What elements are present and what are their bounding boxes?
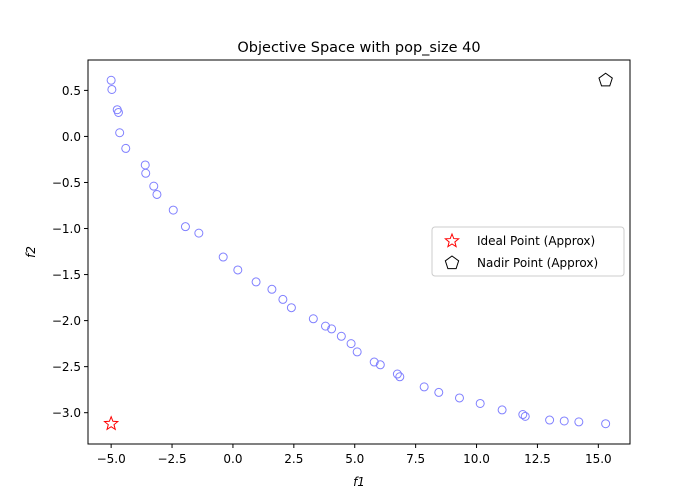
population-point bbox=[336, 331, 346, 341]
population-point bbox=[574, 417, 584, 427]
x-tick-label: 15.0 bbox=[585, 452, 612, 466]
population-point bbox=[419, 382, 429, 392]
population-point bbox=[346, 339, 356, 349]
population-point bbox=[497, 405, 507, 415]
y-tick-label: −1.0 bbox=[52, 222, 81, 236]
x-tick-label: 10.0 bbox=[463, 452, 490, 466]
population-point bbox=[518, 410, 528, 420]
legend-ideal-label: Ideal Point (Approx) bbox=[477, 234, 595, 248]
population-point bbox=[321, 321, 331, 331]
population-point bbox=[168, 205, 178, 215]
legend-ideal-star-shape bbox=[444, 232, 460, 248]
population-point bbox=[152, 189, 162, 199]
legend-box bbox=[431, 226, 625, 277]
legend: Ideal Point (Approx) Nadir Point (Approx… bbox=[431, 226, 625, 277]
y-tick-label: −1.5 bbox=[52, 268, 81, 282]
population-point bbox=[545, 415, 555, 425]
plot-area-frame bbox=[87, 59, 631, 445]
legend-nadir-pentagon-icon bbox=[444, 255, 460, 270]
plot-marks bbox=[103, 72, 613, 431]
nadir-point-marker bbox=[598, 72, 613, 87]
population-point bbox=[149, 181, 159, 191]
x-tick-label: −2.5 bbox=[157, 452, 186, 466]
y-tick-label: −2.0 bbox=[52, 314, 81, 328]
population-point bbox=[106, 75, 116, 85]
y-tick-label: −3.0 bbox=[52, 406, 81, 420]
population-point bbox=[454, 393, 464, 403]
y-tick-label: 0.0 bbox=[62, 130, 81, 144]
population-point bbox=[327, 324, 337, 334]
population-point bbox=[115, 128, 125, 138]
population-point bbox=[218, 252, 228, 262]
population-point bbox=[601, 419, 611, 429]
chart-title: Objective Space with pop_size 40 bbox=[237, 40, 480, 56]
population-point bbox=[559, 416, 569, 426]
legend-ideal-star-icon bbox=[444, 232, 460, 248]
x-tick-label: 0.0 bbox=[223, 452, 242, 466]
population-point bbox=[107, 84, 117, 94]
population-point bbox=[233, 265, 243, 275]
legend-nadir-pentagon-shape bbox=[444, 255, 460, 270]
x-tick-label: 7.5 bbox=[406, 452, 425, 466]
y-tick-label: −0.5 bbox=[52, 176, 81, 190]
population-point bbox=[520, 411, 530, 421]
population-point bbox=[194, 228, 204, 238]
population-point bbox=[113, 107, 123, 117]
x-axis-label: f1 bbox=[353, 475, 365, 489]
legend-nadir-label: Nadir Point (Approx) bbox=[477, 256, 598, 270]
population-point bbox=[475, 398, 485, 408]
y-axis-label: f2 bbox=[24, 246, 38, 258]
population-point bbox=[278, 294, 288, 304]
y-tick-label: −2.5 bbox=[52, 360, 81, 374]
x-tick-label: 12.5 bbox=[524, 452, 551, 466]
x-tick-label: −5.0 bbox=[97, 452, 126, 466]
population-point bbox=[121, 143, 131, 153]
population-point bbox=[392, 369, 402, 379]
x-axis-ticks: −5.0 −2.5 0.0 2.5 5.0 7.5 10.0 12.5 15.0 bbox=[97, 444, 612, 466]
population-point bbox=[434, 387, 444, 397]
ideal-point-marker bbox=[103, 415, 120, 431]
x-tick-label: 2.5 bbox=[284, 452, 303, 466]
y-tick-label: 0.5 bbox=[62, 84, 81, 98]
population-point bbox=[267, 284, 277, 294]
population-point bbox=[369, 357, 379, 367]
population-point bbox=[375, 360, 385, 370]
population-point bbox=[395, 372, 405, 382]
population-point bbox=[286, 303, 296, 313]
population-point bbox=[180, 222, 190, 232]
population-point bbox=[308, 314, 318, 324]
population-point bbox=[251, 277, 261, 287]
y-axis-ticks: 0.5 0.0 −0.5 −1.0 −1.5 −2.0 −2.5 −3.0 bbox=[52, 84, 88, 420]
x-tick-label: 5.0 bbox=[345, 452, 364, 466]
population-point bbox=[352, 347, 362, 357]
population-point bbox=[141, 168, 151, 178]
